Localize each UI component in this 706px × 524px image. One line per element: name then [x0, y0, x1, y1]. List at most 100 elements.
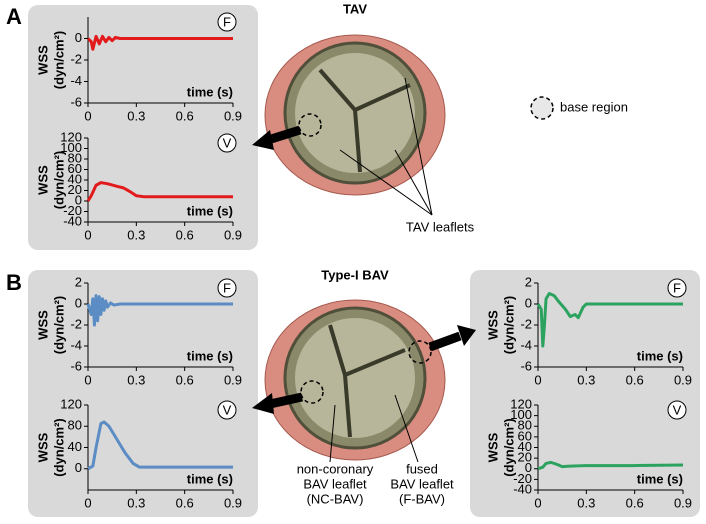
annotation: BAV leaflet: [390, 476, 454, 491]
x-tick-label: 0.6: [626, 495, 644, 510]
y-tick-label: -2: [70, 316, 82, 331]
y-tick-label: -40: [513, 481, 532, 496]
y-axis-label: WSS: [485, 432, 500, 462]
label-circle: [217, 12, 237, 32]
label-circle: [667, 278, 687, 298]
label-circle: [667, 400, 687, 420]
data-line: [536, 292, 683, 348]
label-circle: [217, 133, 237, 153]
x-tick-label: 0.3: [127, 227, 145, 242]
x-tick-label: 0.3: [127, 108, 145, 123]
annotation: BAV leaflet: [303, 476, 367, 491]
y-tick-label: -4: [520, 337, 532, 352]
x-tick-label: 0.3: [127, 495, 145, 510]
chart-label: F: [673, 280, 681, 295]
x-axis-label: time (s): [637, 471, 683, 486]
arrows: [252, 77, 554, 463]
y-tick-label: 120: [60, 129, 82, 144]
y-tick-label: 100: [510, 407, 532, 422]
x-axis-label: time (s): [187, 348, 233, 363]
data-line: [87, 420, 233, 471]
x-tick-label: 0.3: [577, 495, 595, 510]
panel-label: B: [6, 270, 22, 295]
y-tick-label: -4: [70, 73, 82, 88]
x-tick-label: 0: [84, 227, 91, 242]
y-tick-label: 0: [525, 460, 532, 475]
y-tick-label: -6: [520, 358, 532, 373]
x-tick-label: 0.9: [674, 372, 692, 387]
y-axis-label: (dyn/cm²): [501, 418, 516, 477]
y-tick-label: 0: [75, 295, 82, 310]
x-tick-label: 0: [534, 372, 541, 387]
panel-box: [28, 270, 258, 517]
y-axis-label: WSS: [485, 310, 500, 340]
chart-label: F: [223, 14, 231, 29]
annotation: non-coronary: [297, 461, 374, 476]
y-axis-label: (dyn/cm²): [51, 296, 66, 355]
y-tick-label: -40: [63, 213, 82, 228]
tav-valve: [264, 34, 446, 196]
y-tick-label: -6: [70, 94, 82, 109]
y-tick-label: 20: [68, 182, 82, 197]
y-axis-label: (dyn/cm²): [51, 418, 66, 477]
y-tick-label: -6: [70, 358, 82, 373]
x-axis-label: time (s): [187, 203, 233, 218]
x-tick-label: 0.9: [224, 495, 242, 510]
y-tick-label: 100: [60, 140, 82, 155]
y-tick-label: -20: [63, 203, 82, 218]
y-tick-label: 0: [75, 192, 82, 207]
y-tick-label: 2: [525, 274, 532, 289]
x-tick-label: 0: [84, 495, 91, 510]
y-tick-label: 120: [510, 396, 532, 411]
data-line: [86, 294, 233, 327]
x-tick-label: 0.6: [626, 372, 644, 387]
x-tick-label: 0.6: [176, 227, 194, 242]
y-tick-label: 40: [68, 439, 82, 454]
x-tick-label: 0.6: [176, 495, 194, 510]
x-tick-label: 0.9: [674, 495, 692, 510]
x-tick-label: 0.9: [224, 372, 242, 387]
y-axis-label: (dyn/cm²): [51, 151, 66, 210]
y-tick-label: 0: [525, 295, 532, 310]
chart-label: V: [223, 402, 232, 417]
annotation: fused: [406, 461, 438, 476]
y-tick-label: 20: [518, 450, 532, 465]
x-axis-label: time (s): [187, 84, 233, 99]
x-tick-label: 0: [84, 108, 91, 123]
x-tick-label: 0.9: [224, 108, 242, 123]
x-tick-label: 0.6: [176, 108, 194, 123]
panel-box: [28, 5, 258, 250]
annotation: (F-BAV): [399, 491, 445, 506]
valve-title: Type-I BAV: [321, 267, 389, 282]
chart-label: V: [223, 135, 232, 150]
y-tick-label: 40: [68, 171, 82, 186]
y-tick-label: -2: [70, 51, 82, 66]
y-tick-label: 2: [75, 274, 82, 289]
y-tick-label: -20: [513, 471, 532, 486]
y-tick-label: -4: [70, 337, 82, 352]
x-tick-label: 0.3: [127, 372, 145, 387]
x-axis-label: time (s): [187, 471, 233, 486]
valve-title: TAV: [343, 1, 367, 16]
y-tick-label: 0: [75, 30, 82, 45]
y-tick-label: 60: [518, 428, 532, 443]
panel-box: [470, 270, 700, 517]
data-line: [86, 181, 233, 202]
y-tick-label: 0: [75, 460, 82, 475]
y-tick-label: 80: [518, 418, 532, 433]
y-tick-label: 80: [68, 418, 82, 433]
x-tick-label: 0.9: [224, 227, 242, 242]
y-axis-label: WSS: [35, 432, 50, 462]
annotation: TAV leaflets: [406, 219, 475, 234]
label-circle: [217, 400, 237, 420]
chart-label: F: [223, 280, 231, 295]
legend-label: base region: [560, 99, 628, 114]
annotation: (NC-BAV): [307, 491, 364, 506]
x-tick-label: 0.6: [176, 372, 194, 387]
data-line: [86, 34, 233, 51]
y-axis-label: (dyn/cm²): [501, 296, 516, 355]
y-tick-label: 80: [68, 150, 82, 165]
x-tick-label: 0: [534, 495, 541, 510]
y-tick-label: 60: [68, 161, 82, 176]
